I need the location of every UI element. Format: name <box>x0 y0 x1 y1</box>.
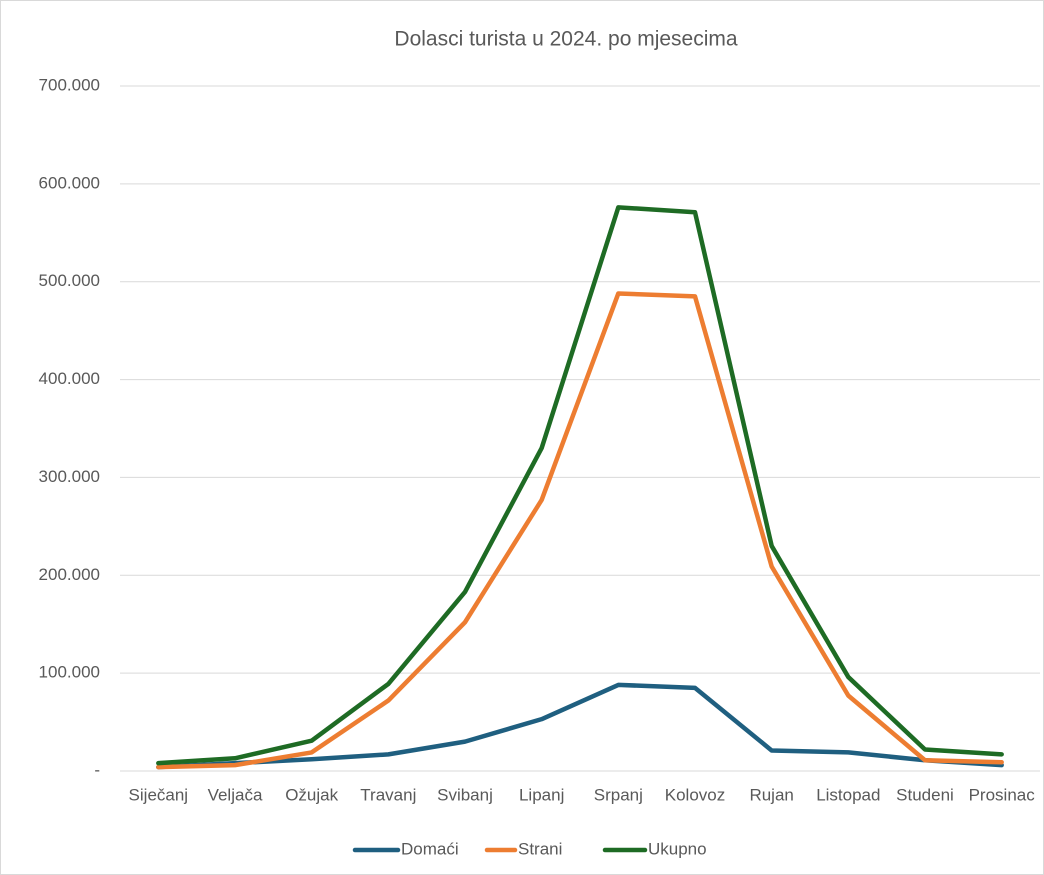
y-tick-label: 200.000 <box>39 565 100 584</box>
x-tick-label: Studeni <box>896 785 954 804</box>
x-tick-label: Travanj <box>360 785 416 804</box>
x-tick-label: Srpanj <box>594 785 643 804</box>
x-tick-label: Svibanj <box>437 785 493 804</box>
y-tick-label: 700.000 <box>39 75 100 94</box>
x-tick-label: Rujan <box>749 785 793 804</box>
x-tick-label: Ožujak <box>285 785 338 804</box>
y-tick-label: 300.000 <box>39 467 100 486</box>
x-tick-label: Prosinac <box>969 785 1036 804</box>
legend-label: Strani <box>518 839 562 858</box>
x-tick-label: Kolovoz <box>665 785 725 804</box>
y-tick-label: 400.000 <box>39 369 100 388</box>
x-tick-label: Siječanj <box>129 785 189 804</box>
legend-label: Domaći <box>401 839 459 858</box>
legend-label: Ukupno <box>648 839 707 858</box>
series-line <box>156 205 1004 766</box>
y-tick-label: 100.000 <box>39 663 100 682</box>
x-tick-label: Listopad <box>816 785 880 804</box>
series-line <box>156 291 1004 770</box>
y-tick-label: 500.000 <box>39 271 100 290</box>
y-tick-label: - <box>94 760 100 779</box>
series-line <box>156 682 1004 770</box>
chart-title: Dolasci turista u 2024. po mjesecima <box>394 28 737 51</box>
y-tick-label: 600.000 <box>39 173 100 192</box>
x-tick-label: Lipanj <box>519 785 564 804</box>
x-tick-label: Veljača <box>208 785 263 804</box>
